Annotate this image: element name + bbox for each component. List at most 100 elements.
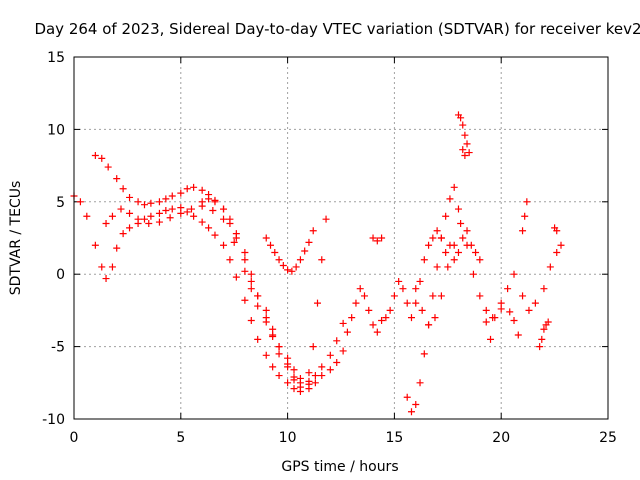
data-point [168, 205, 176, 213]
data-point [98, 263, 106, 271]
data-point [247, 270, 255, 278]
data-point [262, 306, 270, 314]
data-point [232, 234, 240, 242]
data-point [519, 292, 527, 300]
plot-frame [73, 56, 609, 420]
data-point [457, 114, 465, 122]
data-point [269, 363, 277, 371]
data-point [166, 214, 174, 222]
data-point [339, 347, 347, 355]
data-point [241, 256, 249, 264]
data-point [190, 212, 198, 220]
data-point [126, 224, 134, 232]
data-point [497, 305, 505, 313]
data-point [211, 231, 219, 239]
data-point [395, 277, 403, 285]
data-point [333, 337, 341, 345]
data-point [318, 363, 326, 371]
data-point [190, 183, 198, 191]
data-point [198, 198, 206, 206]
data-point [108, 263, 116, 271]
data-point [318, 256, 326, 264]
data-point [147, 199, 155, 207]
data-point [113, 244, 121, 252]
x-tick-label: 20 [492, 430, 510, 446]
data-point [365, 306, 373, 314]
data-point [418, 306, 426, 314]
data-point [412, 299, 420, 307]
data-point [305, 380, 313, 388]
data-point [226, 256, 234, 264]
data-point [275, 372, 283, 380]
data-point [104, 163, 112, 171]
data-point [450, 183, 458, 191]
data-point [450, 256, 458, 264]
data-point [459, 146, 467, 154]
data-point [232, 273, 240, 281]
data-point [444, 263, 452, 271]
data-point [360, 292, 368, 300]
data-point [162, 206, 170, 214]
data-point [463, 227, 471, 235]
y-tick-label: -5 [51, 340, 65, 356]
x-tick-label: 0 [70, 430, 79, 446]
data-point [476, 292, 484, 300]
data-point [523, 198, 531, 206]
series-track-f [343, 227, 484, 336]
data-point [412, 285, 420, 293]
data-point [296, 374, 304, 382]
series-cluster-6 [536, 318, 552, 351]
data-point [311, 379, 319, 387]
data-point [407, 314, 415, 322]
data-point [113, 175, 121, 183]
data-point [437, 292, 445, 300]
data-point [220, 215, 228, 223]
data-point [126, 193, 134, 201]
data-point [459, 121, 467, 129]
data-point [429, 292, 437, 300]
x-tick-label: 5 [176, 430, 185, 446]
data-point [284, 379, 292, 387]
data-point [536, 343, 544, 351]
data-point [454, 205, 462, 213]
data-point [145, 220, 153, 228]
data-point [429, 234, 437, 242]
chart-title: Day 264 of 2023, Sidereal Day-to-day VTE… [34, 20, 640, 38]
data-point [168, 192, 176, 200]
data-point [292, 263, 300, 271]
data-point [433, 227, 441, 235]
data-point [510, 317, 518, 325]
data-point [491, 314, 499, 322]
data-point [476, 256, 484, 264]
data-point [373, 237, 381, 245]
data-point [378, 317, 386, 325]
data-point [290, 366, 298, 374]
data-point [198, 186, 206, 194]
data-point [230, 238, 238, 246]
x-tick-label: 10 [279, 430, 297, 446]
data-point [463, 241, 471, 249]
data-point [382, 314, 390, 322]
data-point [269, 325, 277, 333]
data-point [102, 275, 110, 283]
x-tick-label: 25 [599, 430, 617, 446]
data-point [538, 335, 546, 343]
data-point [140, 201, 148, 209]
y-tick-label: 0 [56, 267, 65, 283]
data-point [76, 198, 84, 206]
data-point [442, 212, 450, 220]
data-point [544, 318, 552, 326]
data-point [450, 241, 458, 249]
data-point [352, 299, 360, 307]
data-point [296, 383, 304, 391]
data-point [183, 185, 191, 193]
data-point [98, 154, 106, 162]
data-point [284, 360, 292, 368]
data-point [463, 140, 471, 148]
data-point [437, 234, 445, 242]
data-point [482, 318, 490, 326]
data-point [504, 285, 512, 293]
series-cluster-2 [369, 234, 386, 245]
data-point [454, 248, 462, 256]
data-point [262, 351, 270, 359]
